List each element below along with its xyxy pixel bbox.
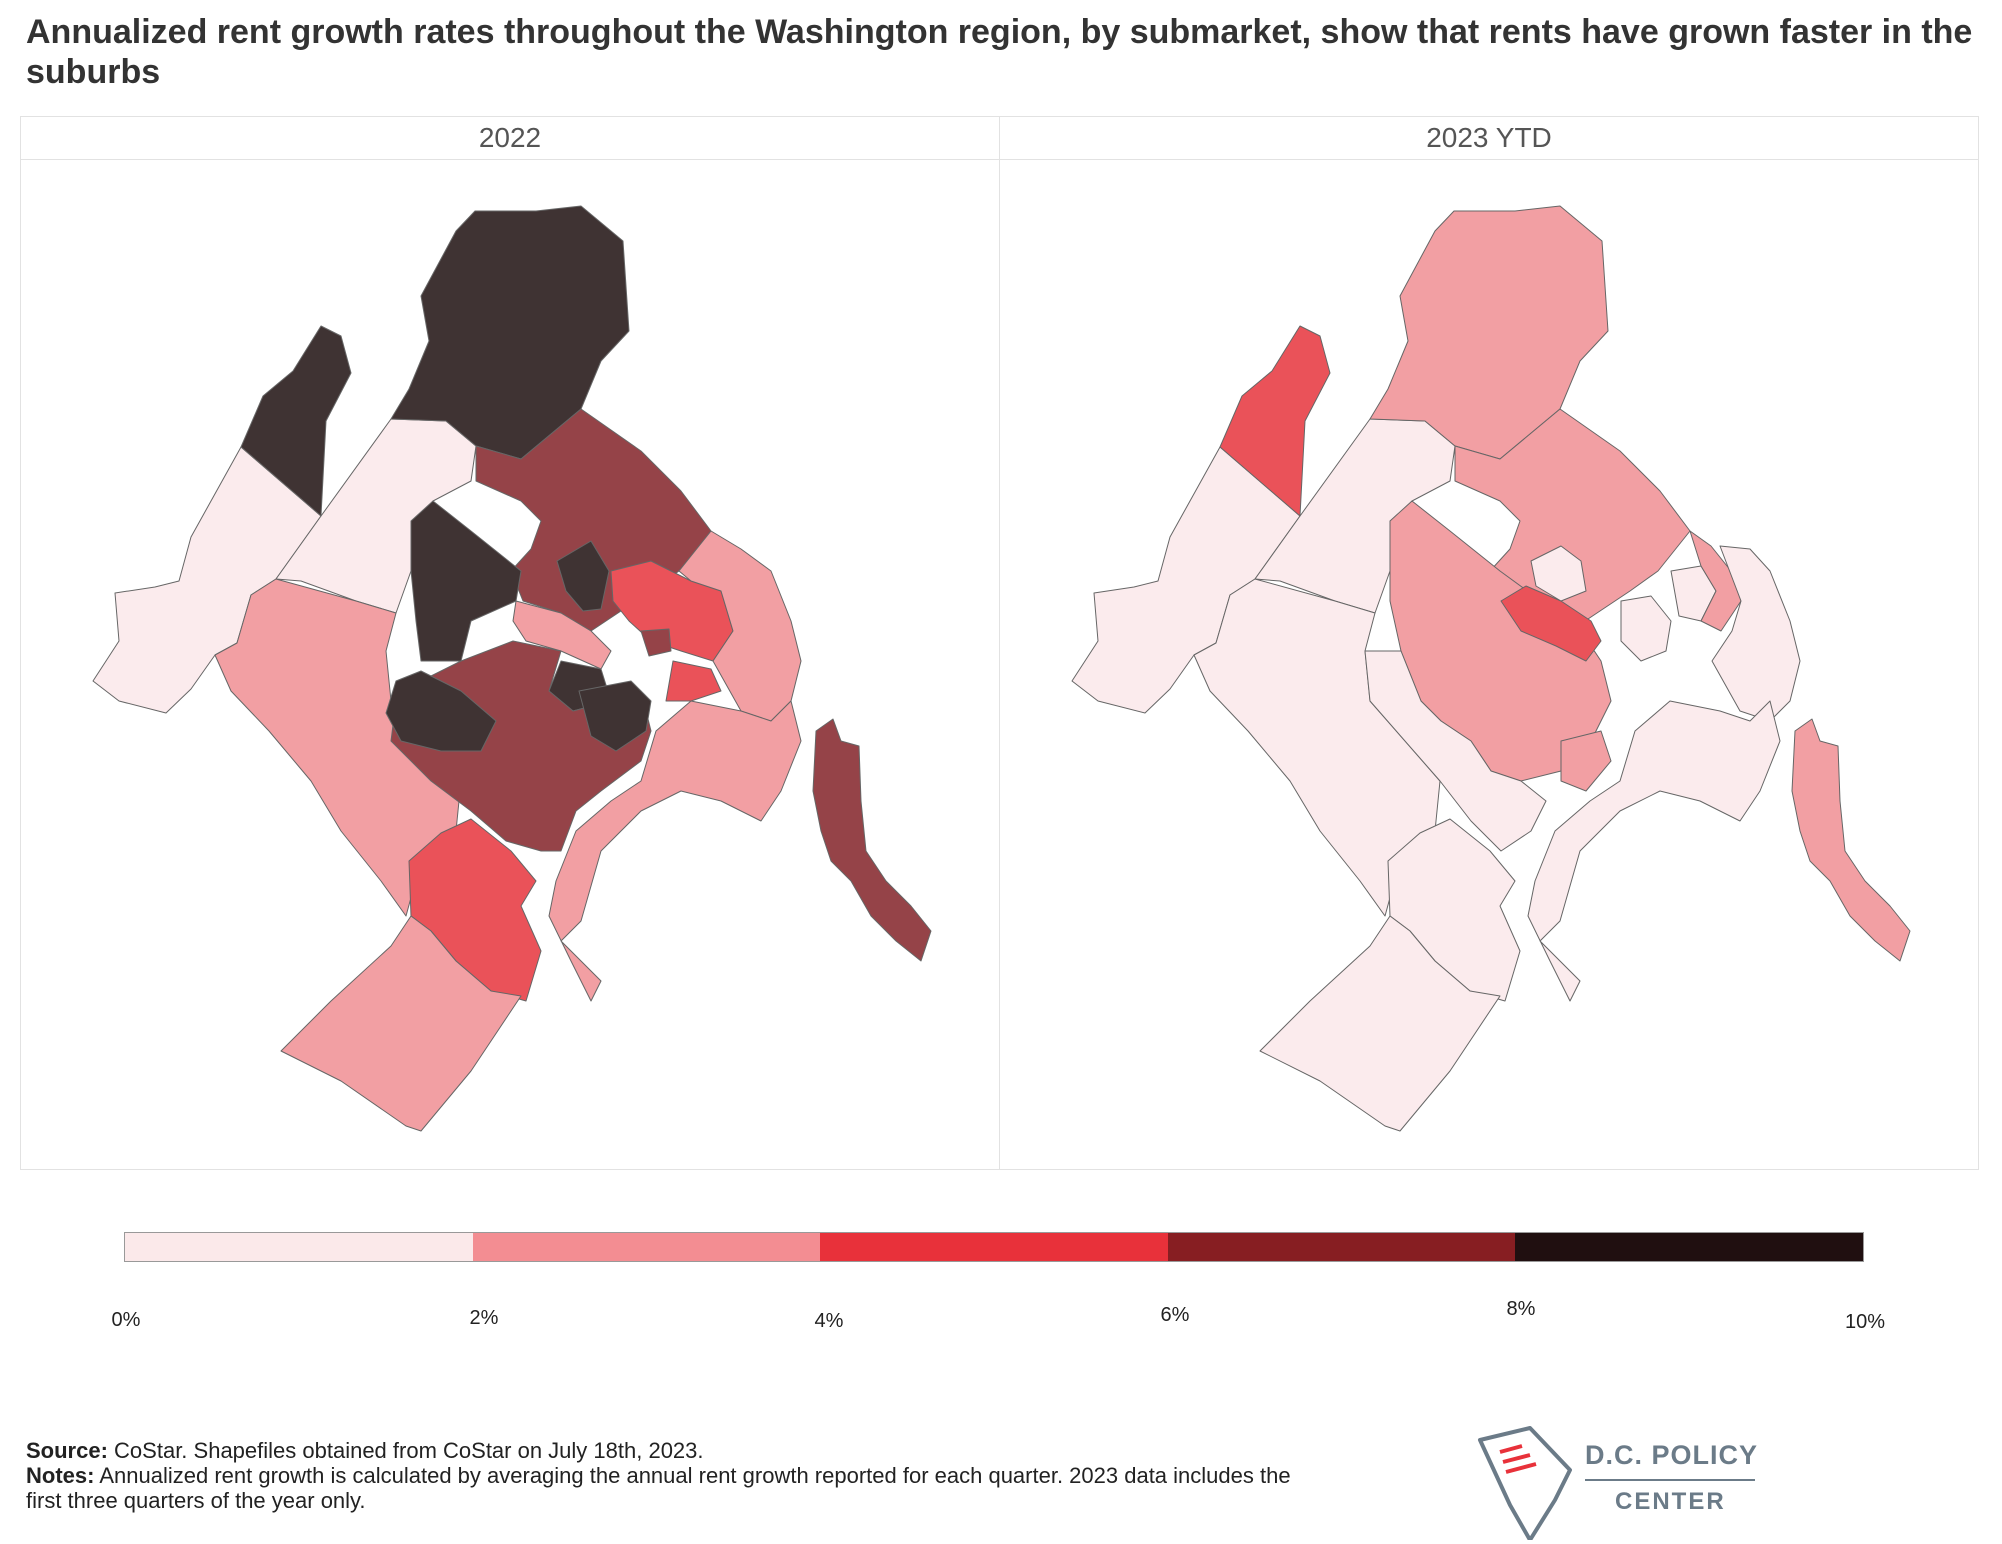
- map-2022: [92, 205, 932, 1132]
- submarket-region[interactable]: [1711, 545, 1801, 722]
- submarket-region[interactable]: [214, 578, 462, 917]
- logo-line-1: D.C. POLICY: [1585, 1440, 1759, 1470]
- submarket-region[interactable]: [556, 540, 610, 612]
- submarket-region[interactable]: [1219, 325, 1331, 517]
- map-panel-2023-ytd: 2023 YTD: [999, 116, 1979, 1170]
- chart-title: Annualized rent growth rates throughout …: [26, 13, 1973, 91]
- submarket-region[interactable]: [548, 700, 802, 1002]
- legend-bin-8-10: [1515, 1233, 1863, 1261]
- submarket-region[interactable]: [1791, 718, 1911, 962]
- footer-notes: Source: CoStar. Shapefiles obtained from…: [26, 1438, 1326, 1513]
- source-line: Source: CoStar. Shapefiles obtained from…: [26, 1438, 1326, 1463]
- legend-bin-4-6: [820, 1233, 1168, 1261]
- submarket-region[interactable]: [1527, 700, 1781, 1002]
- notes-text: Annualized rent growth is calculated by …: [26, 1463, 1291, 1513]
- submarket-region[interactable]: [385, 670, 497, 752]
- legend-tick-4: 4%: [814, 1310, 844, 1332]
- logo-divider: [1585, 1479, 1755, 1481]
- panel-title-2022: 2022: [21, 117, 999, 160]
- submarket-region[interactable]: [1364, 650, 1547, 852]
- submarket-region[interactable]: [578, 680, 652, 752]
- logo-line-2: CENTER: [1615, 1488, 1726, 1515]
- submarket-region[interactable]: [1530, 545, 1587, 602]
- submarket-region[interactable]: [1193, 578, 1441, 917]
- submarket-region[interactable]: [1259, 915, 1501, 1132]
- submarket-region[interactable]: [1560, 730, 1612, 792]
- legend-bin-0-2: [125, 1233, 473, 1261]
- source-text: CoStar. Shapefiles obtained from CoStar …: [114, 1438, 704, 1463]
- legend-bin-2-4: [472, 1233, 821, 1261]
- legend-bin-6-8: [1167, 1233, 1516, 1261]
- notes-label: Notes:: [26, 1463, 95, 1488]
- source-label: Source:: [26, 1438, 108, 1463]
- submarket-region[interactable]: [1689, 530, 1742, 632]
- legend-tick-8: 8%: [1506, 1298, 1536, 1320]
- submarket-region[interactable]: [410, 500, 522, 662]
- legend-tick-6: 6%: [1160, 1304, 1190, 1326]
- notes-line: Notes: Annualized rent growth is calcula…: [26, 1463, 1326, 1513]
- legend-tick-2: 2%: [469, 1307, 499, 1329]
- submarket-region[interactable]: [665, 660, 722, 702]
- dc-policy-center-logo: [1478, 1426, 1572, 1540]
- submarket-region[interactable]: [1620, 595, 1672, 662]
- map-panel-2022: 2022: [20, 116, 1000, 1170]
- submarket-region[interactable]: [640, 628, 672, 657]
- legend-tick-10: 10%: [1844, 1311, 1886, 1333]
- submarket-region[interactable]: [240, 325, 352, 517]
- submarket-region[interactable]: [812, 718, 932, 962]
- map-2023-ytd: [1071, 205, 1911, 1132]
- submarket-region[interactable]: [1500, 585, 1602, 662]
- legend-tick-0: 0%: [111, 1309, 141, 1331]
- panel-title-2023-ytd: 2023 YTD: [1000, 117, 1978, 160]
- submarket-region[interactable]: [280, 915, 522, 1132]
- color-legend: [124, 1232, 1864, 1262]
